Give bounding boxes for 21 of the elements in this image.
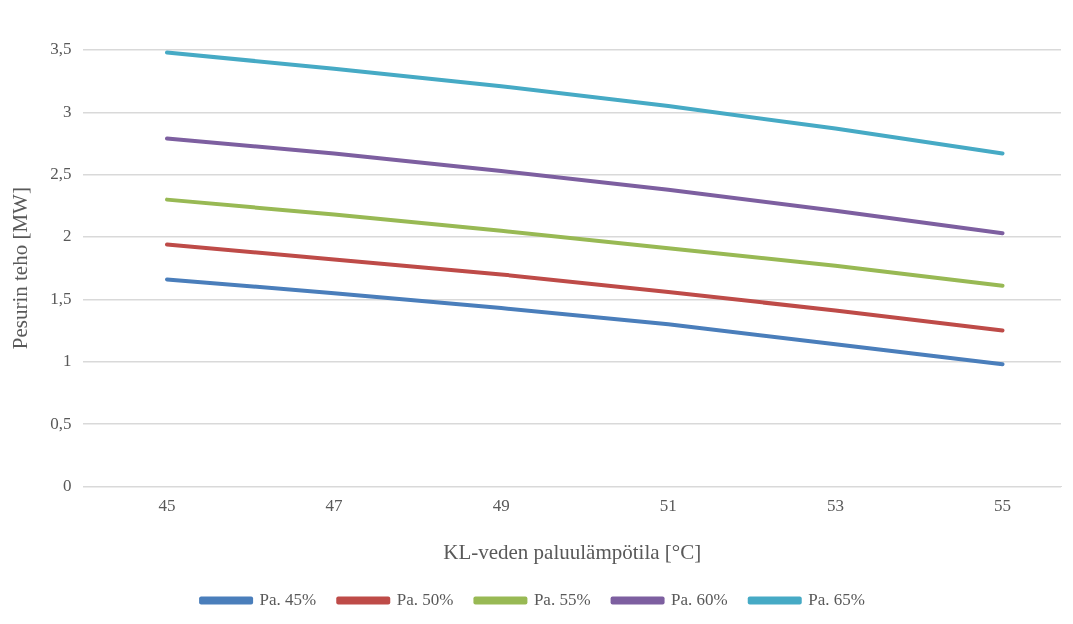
y-tick-label: 1,5 [50,288,72,308]
legend-label: Pa. 65% [808,589,865,609]
y-tick-label: 2 [62,226,72,246]
x-tick-label: 55 [994,496,1012,516]
y-tick-label: 0,5 [50,413,72,433]
y-tick-label: 0 [62,475,72,495]
x-tick-label: 51 [659,496,677,516]
legend-label: Pa. 55% [533,589,591,609]
y-tick-label: 3 [62,101,72,121]
x-axis-title: KL-veden paluulämpötila [°C] [443,539,702,564]
x-tick-label: 53 [826,496,844,516]
legend-label: Pa. 60% [671,589,728,609]
y-tick-label: 3,5 [50,39,72,59]
y-tick-label: 2,5 [50,164,72,184]
x-tick-label: 47 [325,496,344,516]
legend-label: Pa. 50% [396,589,454,609]
y-tick-label: 1 [62,351,72,371]
x-tick-label: 45 [158,496,176,516]
y-axis-title: Pesurin teho [MW] [8,187,33,350]
legend-label: Pa. 45% [259,589,317,609]
x-tick-label: 49 [492,496,510,516]
